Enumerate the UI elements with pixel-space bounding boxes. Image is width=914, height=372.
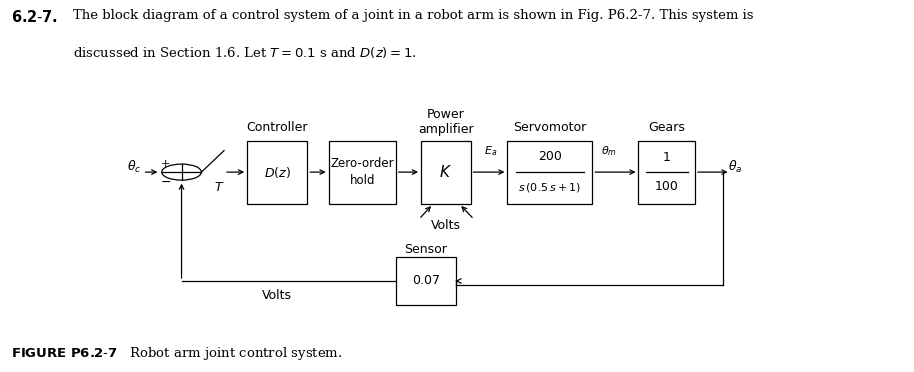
Text: discussed in Section 1.6. Let $T = 0.1$ s and $D(z) = 1$.: discussed in Section 1.6. Let $T = 0.1$ …	[73, 45, 417, 60]
Text: +: +	[161, 159, 170, 169]
Text: Gears: Gears	[648, 121, 686, 134]
Text: $\theta_m$: $\theta_m$	[600, 144, 617, 158]
Text: The block diagram of a control system of a joint in a robot arm is shown in Fig.: The block diagram of a control system of…	[73, 9, 754, 22]
Text: 1: 1	[663, 151, 671, 164]
Bar	[507, 141, 592, 203]
Text: $s\,(0.5\,s+1)$: $s\,(0.5\,s+1)$	[518, 182, 581, 194]
Bar	[396, 257, 456, 305]
Text: Zero-order
hold: Zero-order hold	[330, 157, 394, 187]
Text: $\mathbf{FIGURE\ P6.2\text{-}7}$   Robot arm joint control system.: $\mathbf{FIGURE\ P6.2\text{-}7}$ Robot a…	[11, 344, 343, 362]
Text: $-$: $-$	[160, 174, 171, 187]
Text: $E_a$: $E_a$	[484, 144, 497, 158]
Text: $K$: $K$	[440, 164, 452, 180]
Bar	[328, 141, 396, 203]
Text: $D(z)$: $D(z)$	[264, 164, 291, 180]
Text: $\theta_c$: $\theta_c$	[127, 159, 142, 175]
Text: 100: 100	[654, 180, 679, 193]
Bar	[638, 141, 695, 203]
Text: Controller: Controller	[247, 121, 308, 134]
Text: $\mathbf{6.2\text{-}7.}$: $\mathbf{6.2\text{-}7.}$	[11, 9, 58, 25]
Text: $\theta_a$: $\theta_a$	[728, 159, 742, 175]
Text: 0.07: 0.07	[412, 275, 440, 288]
Text: Power
amplifier: Power amplifier	[418, 108, 473, 136]
Text: Volts: Volts	[430, 219, 461, 232]
Bar	[421, 141, 471, 203]
Bar	[247, 141, 307, 203]
Text: 200: 200	[538, 150, 562, 163]
Text: $T$: $T$	[214, 182, 224, 194]
Text: Sensor: Sensor	[405, 243, 447, 256]
Text: Servomotor: Servomotor	[514, 121, 587, 134]
Text: Volts: Volts	[262, 289, 292, 302]
